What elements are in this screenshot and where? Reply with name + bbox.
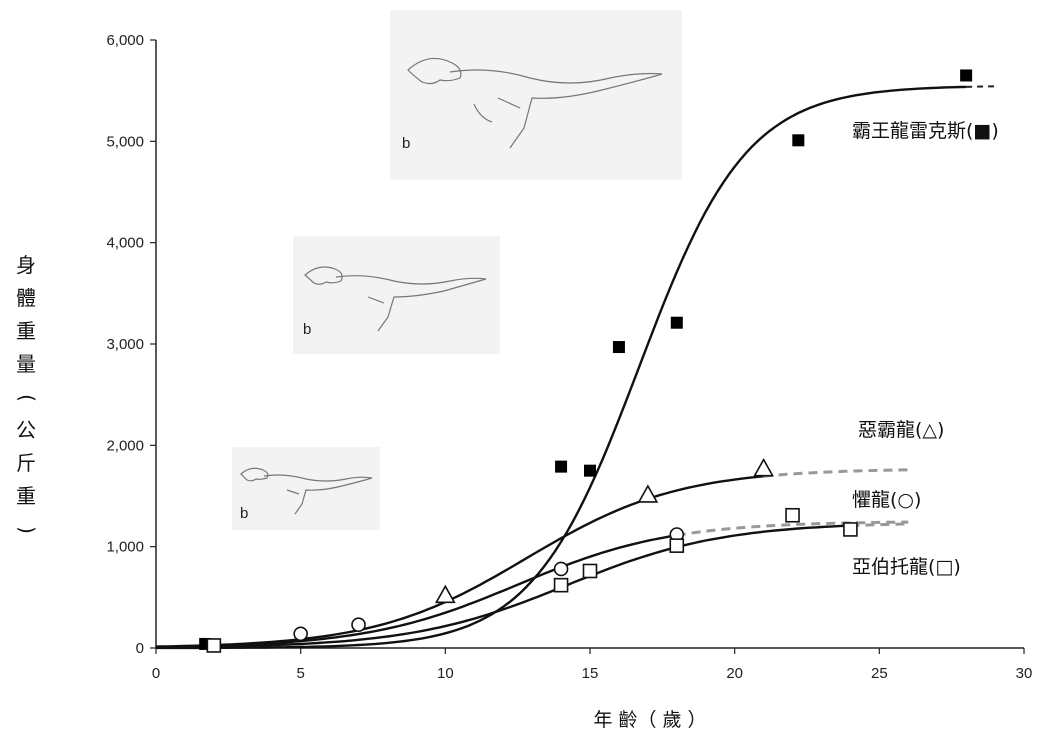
series-label-gorgosaurus: 懼龍(○) [852, 489, 921, 511]
data-point-square-filled [612, 341, 625, 354]
data-point-square-open [785, 507, 800, 523]
data-point-triangle-open [637, 484, 659, 503]
y-axis-title-char: ( [15, 394, 39, 402]
x-tick-label: 0 [152, 665, 160, 682]
y-axis-title-char: 身 [16, 253, 36, 277]
growth-curve-extrapolated [966, 85, 996, 88]
y-axis-title-char: 重 [16, 319, 36, 343]
data-point-circle-open [293, 626, 308, 642]
data-point-square-filled [960, 69, 973, 82]
data-points [199, 69, 973, 653]
x-tick-label: 30 [1016, 665, 1033, 682]
data-point-circle-open [351, 617, 366, 632]
y-tick-label: 6,000 [106, 32, 144, 49]
data-point-square-open [206, 638, 222, 653]
data-point-square-filled [584, 464, 596, 477]
y-tick-label: 3,000 [106, 336, 144, 353]
y-axis-title-char: 量 [16, 352, 36, 376]
data-point-square-filled [792, 134, 805, 147]
y-axis-title-char: 重 [16, 484, 36, 508]
growth-curve-squarefilled [156, 85, 967, 650]
svg-text:b: b [303, 321, 311, 338]
x-tick-label: 25 [871, 665, 888, 682]
growth-curve-extrapolated [763, 468, 909, 478]
y-axis-title-char: ) [15, 526, 39, 534]
data-point-square-filled [670, 316, 683, 329]
svg-text:b: b [402, 135, 410, 152]
data-point-square-filled [555, 460, 568, 473]
series-label-albertosaurus: 亞伯托龍(□) [852, 556, 961, 578]
tyrannosaurus-illustration-medium: b [293, 236, 500, 354]
series-label-tyrannosaurus: 霸王龍雷克斯(■) [852, 120, 999, 142]
data-point-square-open [669, 538, 685, 553]
y-axis-title-char: 公 [16, 418, 36, 442]
data-point-triangle-open [434, 584, 456, 604]
data-point-triangle-open [753, 458, 774, 477]
growth-curve-circleopen [155, 534, 677, 649]
series-label-daspletosaurus: 惡霸龍(△) [858, 419, 944, 441]
growth-curves [155, 85, 996, 650]
tyrannosaurus-illustration-small: b [232, 447, 380, 530]
x-tick-label: 15 [582, 665, 599, 682]
x-axis-title: 年 齡（ 歲 ） [593, 709, 706, 731]
y-tick-label: 0 [136, 640, 144, 657]
tyrannosaurus-illustration-large: b [390, 10, 682, 180]
data-point-square-open [843, 522, 858, 537]
x-tick-label: 10 [437, 665, 454, 682]
y-tick-label: 4,000 [106, 235, 144, 252]
y-tick-label: 1,000 [106, 539, 144, 556]
data-point-square-open [582, 563, 598, 579]
x-tick-label: 20 [726, 665, 743, 682]
growth-curve-extrapolated [676, 520, 909, 537]
y-axis-title-char: 斤 [16, 451, 36, 475]
y-tick-label: 5,000 [106, 133, 144, 150]
y-axis-ticks: 0 1,000 2,000 3,000 4,000 5,000 6,000 [106, 32, 156, 657]
x-tick-label: 5 [296, 665, 304, 682]
x-axis-ticks: 0 5 10 15 20 25 30 [152, 648, 1033, 682]
growth-curve-squareopen [156, 524, 851, 649]
growth-curve-extrapolated [850, 522, 909, 528]
y-tick-label: 2,000 [106, 437, 144, 454]
y-axis-title-char: 體 [16, 286, 36, 310]
data-point-square-open [553, 577, 569, 593]
svg-text:b: b [240, 505, 248, 522]
data-point-circle-open [553, 561, 569, 577]
